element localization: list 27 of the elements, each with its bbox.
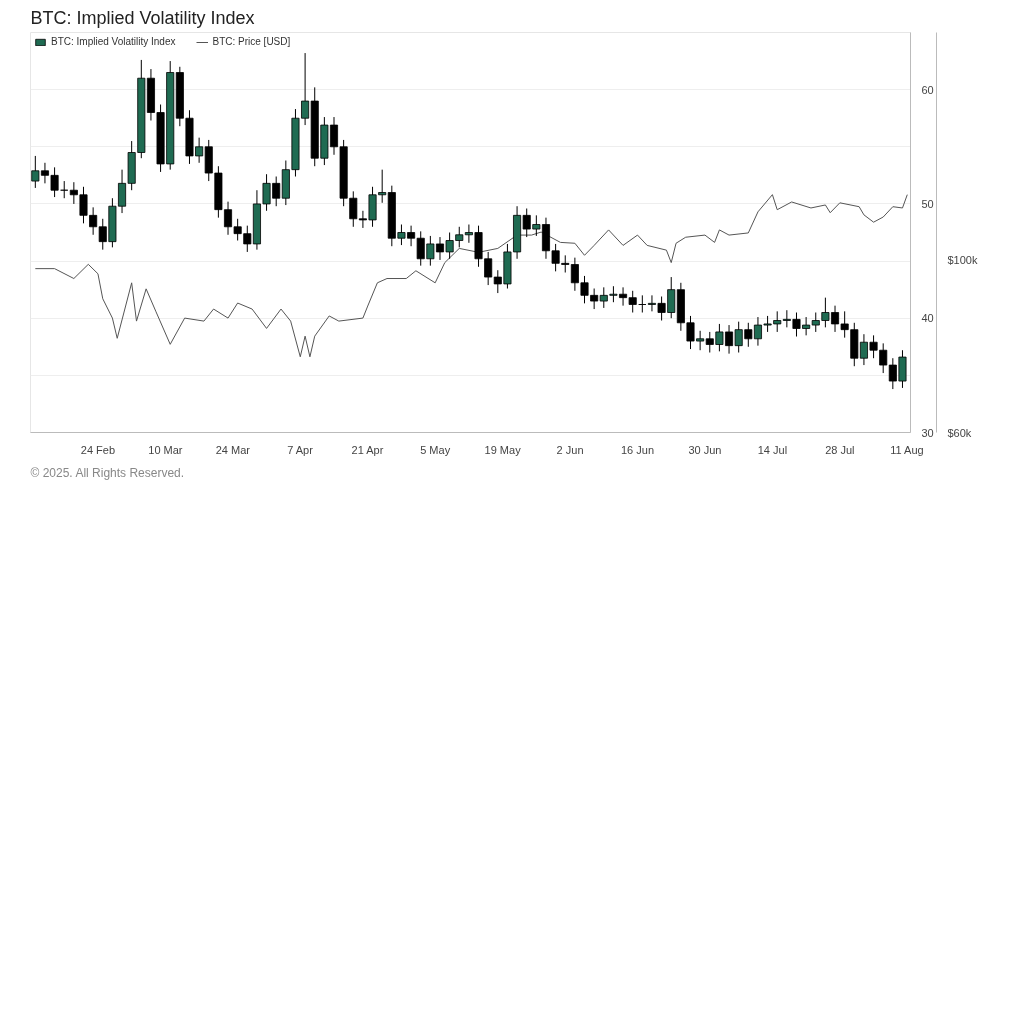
y2-tick-label: $60k	[947, 426, 972, 439]
line-series	[34, 194, 908, 358]
x-tick-label: 28 Jul	[825, 443, 855, 456]
y-tick-label: 60	[921, 83, 934, 96]
text: © 2025. All Rights Reserved.	[30, 465, 185, 480]
y-tick-label: 40	[921, 312, 934, 325]
x-tick-label: 30 Jun	[688, 443, 722, 456]
candlestick	[773, 310, 782, 333]
x-tick-label: 21 Apr	[351, 443, 384, 456]
x-tick-label: 19 May	[484, 443, 522, 456]
x-tick-label: 7 Apr	[287, 443, 314, 456]
x-tick-label: 24 Mar	[215, 443, 251, 456]
x-tick-label: 10 Mar	[148, 443, 183, 456]
chart-title: BTC: Implied Volatility Index	[30, 7, 255, 28]
x-tick-label: 11 Aug	[890, 443, 924, 456]
x-tick-label: 16 Jun	[620, 443, 655, 456]
x-tick-label: 5 May	[420, 443, 451, 456]
legend-label: BTC: Implied Volatility Index	[51, 36, 176, 47]
candlestick	[628, 290, 637, 313]
y-tick-label: 50	[921, 197, 934, 210]
x-tick-label: 24 Feb	[80, 443, 116, 456]
candlestick	[69, 181, 78, 205]
y2-tick-label: $100k	[947, 254, 978, 267]
legend-label: BTC: Price [USD]	[212, 36, 291, 47]
x-tick-label: 2 Jun	[556, 443, 584, 456]
y-tick-label: 30	[921, 426, 934, 439]
x-tick-label: 14 Jul	[757, 443, 788, 456]
